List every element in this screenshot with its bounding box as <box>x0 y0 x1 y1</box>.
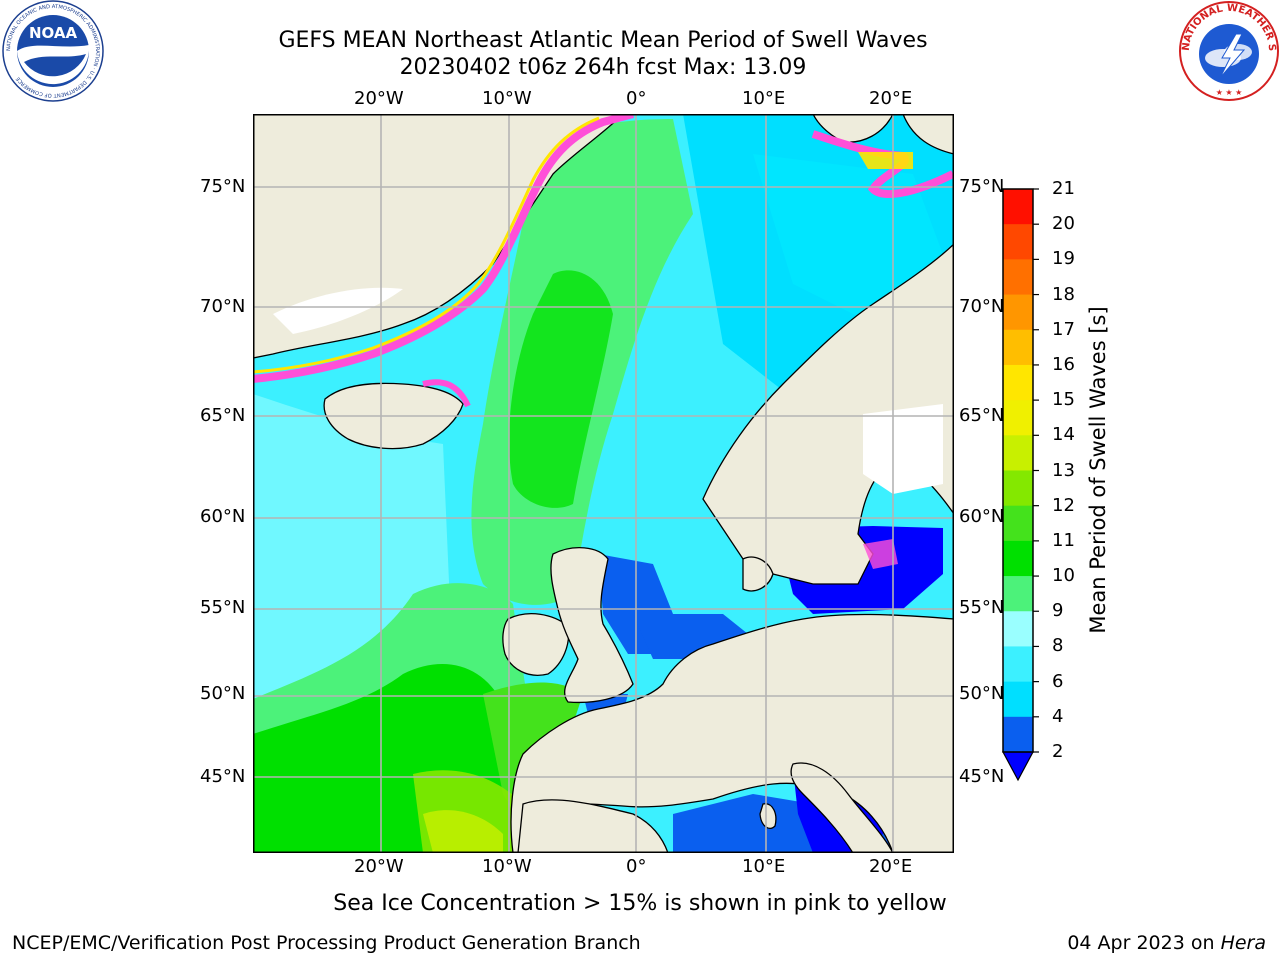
colorbar-tick-label: 2 <box>1052 741 1064 762</box>
lon-label-top: 20°W <box>354 88 404 109</box>
colorbar-tick-label: 13 <box>1052 459 1075 481</box>
sea-ice-edge <box>253 114 635 383</box>
footer-machine: Hera <box>1220 932 1266 954</box>
lat-label-left: 60°N <box>200 506 246 527</box>
colorbar-segment <box>1003 611 1033 647</box>
colorbar-tick-label: 8 <box>1052 635 1064 657</box>
lon-label-top: 0° <box>626 88 647 109</box>
colorbar-segment <box>1003 681 1033 718</box>
lat-label-left: 45°N <box>200 766 246 787</box>
map-subtitle: 20230402 t06z 264h fcst Max: 13.09 <box>399 55 807 80</box>
lon-label-top: 10°W <box>482 88 532 109</box>
colorbar-tick-label: 9 <box>1052 600 1064 622</box>
colorbar-tick-label: 6 <box>1052 670 1064 692</box>
map-title: GEFS MEAN Northeast Atlantic Mean Period… <box>278 28 928 53</box>
footer-left: NCEP/EMC/Verification Post Processing Pr… <box>12 932 641 954</box>
colorbar-segment <box>1003 470 1033 507</box>
nws-logo-icon: NATIONAL WEATHER SERVICE ★ ★ ★ <box>1174 0 1280 102</box>
colorbar-tick-label: 21 <box>1052 178 1075 199</box>
colorbar-tick-label: 12 <box>1052 494 1075 516</box>
colorbar-segment <box>1003 294 1033 331</box>
lon-label-bottom: 10°E <box>742 856 786 877</box>
colorbar-ticks: 21 20 19 18 17 16 15 14 13 12 11 10 9 8 6 4 2 <box>1052 179 1092 786</box>
colorbar-tick-label: 19 <box>1052 248 1075 270</box>
colorbar-tick-label: 18 <box>1052 283 1075 305</box>
footer-right: 04 Apr 2023 on Hera <box>1067 932 1266 954</box>
lat-label-left: 65°N <box>200 405 246 426</box>
lat-label-right: 60°N <box>959 506 1005 527</box>
lat-label-right: 45°N <box>959 766 1005 787</box>
colorbar-segment <box>1003 259 1033 296</box>
lat-label-left: 50°N <box>200 683 246 704</box>
svg-text:★ ★ ★: ★ ★ ★ <box>1216 88 1243 97</box>
colorbar-segment <box>1003 329 1033 366</box>
colorbar-segment <box>1003 505 1033 542</box>
lon-label-bottom: 0° <box>626 856 647 877</box>
lat-label-right: 70°N <box>959 296 1005 317</box>
colorbar-segment <box>1003 646 1033 683</box>
colorbar-segment <box>1003 540 1033 577</box>
colorbar-tick-label: 4 <box>1052 705 1064 727</box>
colorbar-segment <box>1003 716 1033 753</box>
colorbar-segment <box>1003 224 1033 260</box>
lat-label-right: 50°N <box>959 683 1005 704</box>
colorbar-tick-label: 14 <box>1052 424 1075 446</box>
lat-label-left: 70°N <box>200 296 246 317</box>
lon-label-top: 20°E <box>869 88 913 109</box>
lon-label-bottom: 20°E <box>869 856 913 877</box>
lon-label-bottom: 10°W <box>482 856 532 877</box>
noaa-text: NOAA <box>29 24 78 42</box>
colorbar <box>1000 186 1040 786</box>
colorbar-tick-label: 10 <box>1052 565 1075 587</box>
noaa-logo-icon: NATIONAL OCEANIC AND ATMOSPHERIC ADMINIS… <box>2 0 104 102</box>
map-frame <box>253 114 954 853</box>
swell-period-map <box>253 114 954 853</box>
lat-label-left: 75°N <box>200 176 246 197</box>
colorbar-extend-low <box>1001 751 1035 782</box>
footer-date: 04 Apr 2023 on <box>1067 932 1221 954</box>
lat-label-right: 65°N <box>959 405 1005 426</box>
colorbar-segment <box>1003 400 1033 436</box>
graticule <box>253 114 954 853</box>
colorbar-tick-label: 20 <box>1052 213 1075 235</box>
colorbar-tick-label: 16 <box>1052 353 1075 375</box>
lon-label-bottom: 20°W <box>354 856 404 877</box>
lat-label-right: 55°N <box>959 597 1005 618</box>
colorbar-tick-label: 11 <box>1052 529 1075 551</box>
lat-label-right: 75°N <box>959 176 1005 197</box>
colorbar-segment <box>1003 364 1033 401</box>
colorbar-segment <box>1003 435 1033 471</box>
colorbar-tick-label: 17 <box>1052 318 1075 340</box>
sea-ice-note: Sea Ice Concentration > 15% is shown in … <box>333 891 947 916</box>
colorbar-segment <box>1003 189 1033 225</box>
lat-label-left: 55°N <box>200 597 246 618</box>
colorbar-segment <box>1003 576 1033 612</box>
colorbar-tick-label: 15 <box>1052 389 1075 411</box>
lon-label-top: 10°E <box>742 88 786 109</box>
